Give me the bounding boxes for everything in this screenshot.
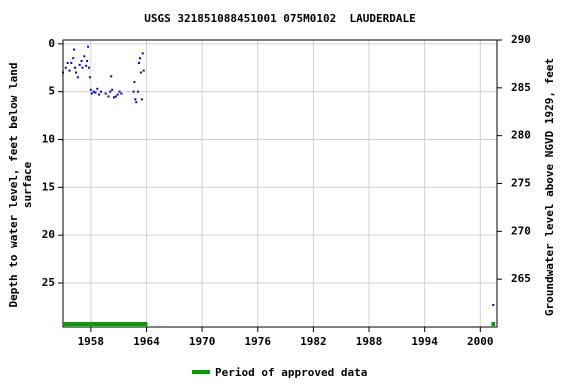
data-point bbox=[72, 57, 75, 60]
data-point bbox=[83, 55, 86, 58]
x-tick-label: 1964 bbox=[133, 335, 160, 348]
data-point bbox=[86, 60, 89, 63]
data-point bbox=[89, 88, 92, 91]
data-point bbox=[107, 95, 110, 98]
data-point bbox=[138, 61, 141, 64]
data-point bbox=[87, 45, 90, 48]
x-tick-label: 1970 bbox=[189, 335, 216, 348]
data-point bbox=[141, 52, 144, 55]
y2-tick-label: 280 bbox=[511, 129, 531, 142]
y2-tick-label: 290 bbox=[511, 33, 531, 46]
x-tick-label: 1994 bbox=[411, 335, 438, 348]
data-point bbox=[110, 75, 113, 78]
data-point bbox=[111, 88, 114, 91]
data-point bbox=[76, 76, 79, 79]
data-point bbox=[114, 95, 117, 98]
data-point bbox=[98, 93, 101, 96]
y-tick-label: 15 bbox=[42, 180, 55, 193]
y-tick-label: 5 bbox=[48, 85, 55, 98]
y2-tick-label: 285 bbox=[511, 81, 531, 94]
data-point bbox=[87, 66, 90, 69]
data-point bbox=[100, 90, 103, 93]
y2-tick-label: 275 bbox=[511, 177, 531, 190]
data-point bbox=[74, 66, 77, 69]
data-point bbox=[90, 92, 93, 95]
data-point bbox=[96, 87, 99, 90]
data-point bbox=[74, 71, 77, 74]
data-point bbox=[118, 90, 121, 93]
y2-tick-label: 265 bbox=[511, 272, 531, 285]
data-point bbox=[133, 81, 136, 84]
y-tick-label: 10 bbox=[42, 132, 55, 145]
data-point bbox=[113, 96, 116, 99]
x-tick-label: 1976 bbox=[244, 335, 271, 348]
data-point bbox=[142, 69, 145, 72]
y-tick-label: 0 bbox=[48, 37, 55, 50]
data-point bbox=[134, 98, 137, 101]
data-point bbox=[492, 303, 495, 306]
data-point bbox=[104, 92, 107, 95]
data-point bbox=[92, 90, 95, 93]
data-point bbox=[64, 66, 67, 69]
data-point bbox=[73, 48, 76, 51]
data-point bbox=[85, 64, 88, 67]
data-point bbox=[138, 57, 141, 60]
data-point bbox=[62, 71, 64, 74]
x-tick-label: 1958 bbox=[78, 335, 105, 348]
data-point bbox=[66, 61, 69, 64]
data-point bbox=[132, 90, 135, 93]
plot-frame bbox=[62, 39, 498, 328]
data-point bbox=[68, 69, 71, 72]
chart-title: USGS 321851088451001 075M0102 LAUDERDALE bbox=[144, 12, 416, 25]
data-point bbox=[140, 98, 143, 101]
x-tick-label: 1988 bbox=[356, 335, 383, 348]
y-tick-label: 25 bbox=[42, 276, 55, 289]
data-point bbox=[94, 91, 97, 94]
y2-tick-label: 270 bbox=[511, 224, 531, 237]
data-point bbox=[116, 93, 119, 96]
data-point bbox=[109, 90, 112, 93]
data-point bbox=[70, 61, 73, 64]
data-point bbox=[88, 76, 91, 79]
y-axis-label: surface bbox=[21, 161, 34, 208]
data-point bbox=[137, 90, 140, 93]
data-point bbox=[135, 101, 138, 104]
data-point bbox=[80, 60, 83, 63]
y-tick-label: 20 bbox=[42, 228, 55, 241]
x-tick-label: 1982 bbox=[300, 335, 327, 348]
x-tick-label: 2000 bbox=[467, 335, 494, 348]
y-axis-label: Depth to water level, feet below land bbox=[7, 62, 20, 307]
data-point bbox=[120, 92, 123, 95]
approved-period bbox=[491, 322, 496, 326]
data-point bbox=[81, 66, 84, 69]
approved-period bbox=[63, 322, 148, 326]
legend-label: Period of approved data bbox=[215, 366, 367, 379]
data-point bbox=[78, 63, 81, 66]
data-point bbox=[139, 71, 142, 74]
y2-axis-label: Groundwater level above NGVD 1929, feet bbox=[543, 58, 556, 316]
